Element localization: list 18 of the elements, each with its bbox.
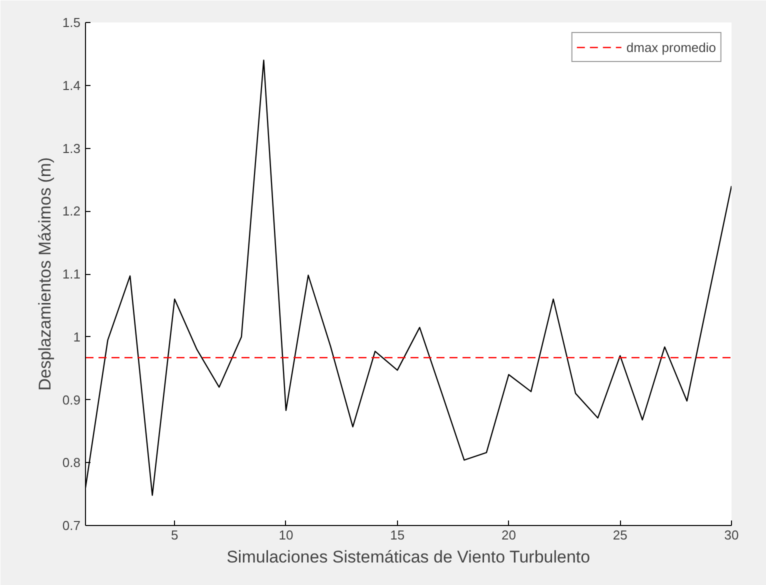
legend-label: dmax promedio [626,40,716,54]
y-tick-label: 1.3 [62,140,81,156]
y-tick-label: 1.2 [62,204,81,219]
x-tick-label: 20 [502,528,516,542]
y-tick-label: 0.9 [62,392,81,408]
y-tick-label: 0.8 [62,455,81,470]
y-tick-label: 1.1 [62,266,81,282]
x-axis-title: Simulaciones Sistemáticas de Viento Turbulento [226,548,590,566]
y-tick-label: 1.5 [62,15,81,30]
y-tick-label: 0.7 [62,518,81,533]
y-axis-title: Desplazamientos Máximos (m) [35,157,54,391]
x-tick-label: 25 [612,528,628,542]
x-tick-label: 15 [390,528,405,542]
y-tick-label: 1.4 [62,78,81,93]
y-tick-label: 1 [73,329,81,344]
x-tick-label: 5 [170,528,178,542]
x-tick-label: 30 [724,528,739,542]
x-tick-label: 10 [278,528,294,542]
